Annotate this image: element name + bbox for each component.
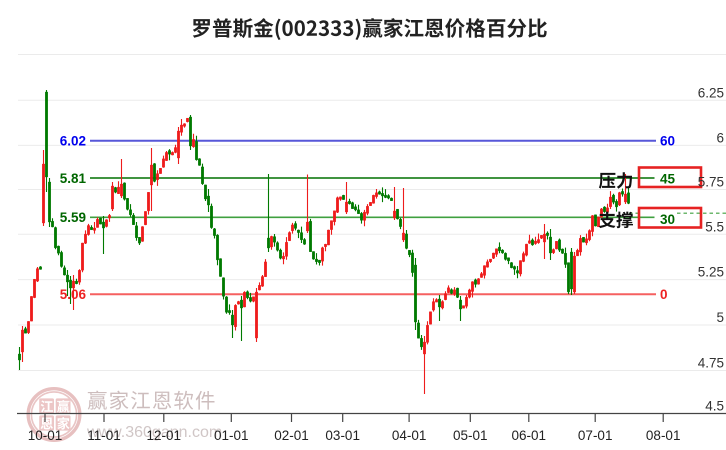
svg-text:www.360gann.com: www.360gann.com: [86, 424, 222, 441]
svg-text:4.75: 4.75: [698, 356, 724, 371]
svg-text:5.81: 5.81: [60, 171, 87, 186]
svg-text:03-01: 03-01: [325, 428, 360, 443]
svg-text:12-01: 12-01: [147, 428, 182, 443]
svg-text:5.25: 5.25: [698, 265, 724, 280]
svg-text:4.5: 4.5: [705, 399, 724, 414]
svg-text:5: 5: [716, 310, 724, 325]
svg-text:5.5: 5.5: [705, 219, 724, 234]
svg-text:07-01: 07-01: [578, 428, 613, 443]
svg-text:08-01: 08-01: [646, 428, 681, 443]
svg-text:30: 30: [660, 212, 675, 227]
svg-text:01-01: 01-01: [214, 428, 249, 443]
svg-text:0: 0: [660, 287, 668, 302]
svg-text:60: 60: [660, 134, 675, 149]
svg-text:5.59: 5.59: [60, 210, 86, 225]
svg-text:6.02: 6.02: [60, 134, 86, 149]
svg-text:6: 6: [716, 130, 724, 145]
svg-text:6.25: 6.25: [698, 85, 724, 100]
svg-text:05-01: 05-01: [453, 428, 488, 443]
svg-text:04-01: 04-01: [392, 428, 427, 443]
svg-text:10-01: 10-01: [28, 428, 63, 443]
svg-text:45: 45: [660, 171, 676, 186]
svg-text:11-01: 11-01: [87, 428, 121, 443]
svg-text:5.75: 5.75: [698, 175, 724, 190]
svg-text:02-01: 02-01: [274, 428, 309, 443]
svg-text:06-01: 06-01: [512, 428, 547, 443]
